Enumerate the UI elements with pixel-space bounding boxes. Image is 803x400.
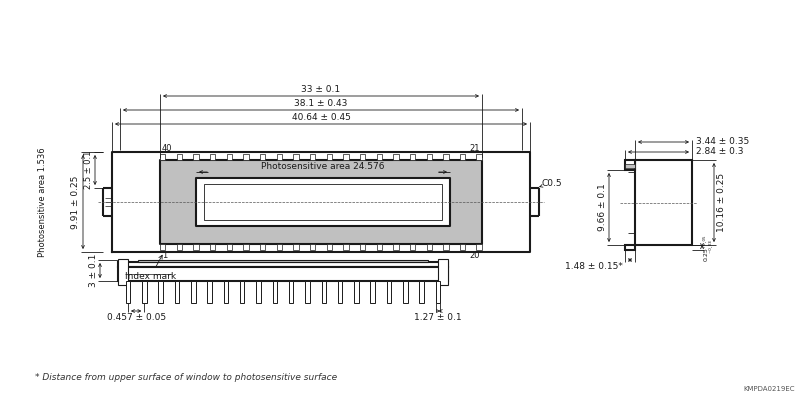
Bar [360,244,365,250]
Bar [386,281,391,303]
Bar [326,244,332,250]
Bar [354,281,358,303]
Bar [419,281,423,303]
Bar [210,244,215,250]
Bar [393,244,398,250]
Text: Index mark: Index mark [124,255,176,281]
Bar [426,154,431,160]
Polygon shape [112,152,529,252]
Text: 10.16 ± 0.25: 10.16 ± 0.25 [716,173,725,232]
Bar [193,244,198,250]
Bar [442,244,448,250]
Bar [158,281,163,303]
Text: Photosensitive area 1.536: Photosensitive area 1.536 [39,147,47,257]
Text: 1.27 ± 0.1: 1.27 ± 0.1 [414,313,461,322]
Bar [276,154,282,160]
Bar [326,154,332,160]
Text: KMPDA0219EC: KMPDA0219EC [743,386,794,392]
Bar [226,244,232,250]
Bar [438,259,447,285]
Bar [160,160,482,244]
Bar [204,184,442,220]
Bar [442,154,448,160]
Bar [459,154,465,160]
Bar [243,154,248,160]
Bar [272,281,277,303]
Bar [309,154,315,160]
Bar [138,260,427,262]
Bar [177,244,182,250]
Bar [207,281,211,303]
Text: 38.1 ± 0.43: 38.1 ± 0.43 [294,99,347,108]
Bar [402,281,407,303]
Text: 9.91 ± 0.25: 9.91 ± 0.25 [71,175,80,229]
Bar [191,281,195,303]
Bar [256,281,260,303]
Bar [125,281,130,303]
Bar [459,244,465,250]
Bar [360,154,365,160]
Bar [118,267,447,281]
Bar [426,244,431,250]
Bar [343,244,349,250]
Bar [223,281,228,303]
Text: 2.5 ± 0.1: 2.5 ± 0.1 [84,151,93,189]
Bar [174,281,179,303]
Bar [196,178,450,226]
Bar [305,281,309,303]
Bar [370,281,374,303]
Bar [293,154,299,160]
Bar [160,244,165,250]
Bar [337,281,342,303]
Text: 0.25⁺⁰·⁰⁵
    ⁻⁰·⁰³: 0.25⁺⁰·⁰⁵ ⁻⁰·⁰³ [703,234,714,261]
Bar [476,154,482,160]
Bar [624,160,634,170]
Bar [624,164,634,168]
Bar [321,281,326,303]
Text: 1.48 ± 0.15*: 1.48 ± 0.15* [565,262,622,271]
Bar [142,281,146,303]
Bar [160,154,165,160]
Bar [259,154,265,160]
Bar [624,245,634,250]
Text: 3 ± 0.1: 3 ± 0.1 [89,254,98,287]
Bar [376,244,381,250]
Bar [210,154,215,160]
Bar [393,154,398,160]
Text: Photosensitive area 24.576: Photosensitive area 24.576 [261,162,385,171]
Bar [435,281,440,303]
Bar [118,259,128,285]
Bar [410,154,415,160]
Bar [239,281,244,303]
Text: 40.64 ± 0.45: 40.64 ± 0.45 [291,113,350,122]
Bar [177,154,182,160]
Bar [193,154,198,160]
Text: 20: 20 [469,251,479,260]
Bar [376,154,381,160]
Bar [118,262,447,267]
Bar [243,244,248,250]
Text: 21: 21 [469,144,479,153]
Text: 0.457 ± 0.05: 0.457 ± 0.05 [107,313,165,322]
Bar [276,244,282,250]
Bar [259,244,265,250]
Text: 3.44 ± 0.35: 3.44 ± 0.35 [695,138,748,146]
Text: 33 ± 0.1: 33 ± 0.1 [301,85,340,94]
Bar [476,244,482,250]
Bar [309,244,315,250]
Bar [634,160,691,245]
Bar [343,154,349,160]
Text: 40: 40 [161,144,173,153]
Bar [410,244,415,250]
Text: * Distance from upper surface of window to photosensitive surface: * Distance from upper surface of window … [35,373,336,382]
Text: 2.84 ± 0.3: 2.84 ± 0.3 [695,148,743,156]
Bar [226,154,232,160]
Bar [293,244,299,250]
Text: 1: 1 [161,251,167,260]
Bar [288,281,293,303]
Text: C0.5: C0.5 [541,180,562,188]
Text: 9.66 ± 0.1: 9.66 ± 0.1 [597,184,606,231]
